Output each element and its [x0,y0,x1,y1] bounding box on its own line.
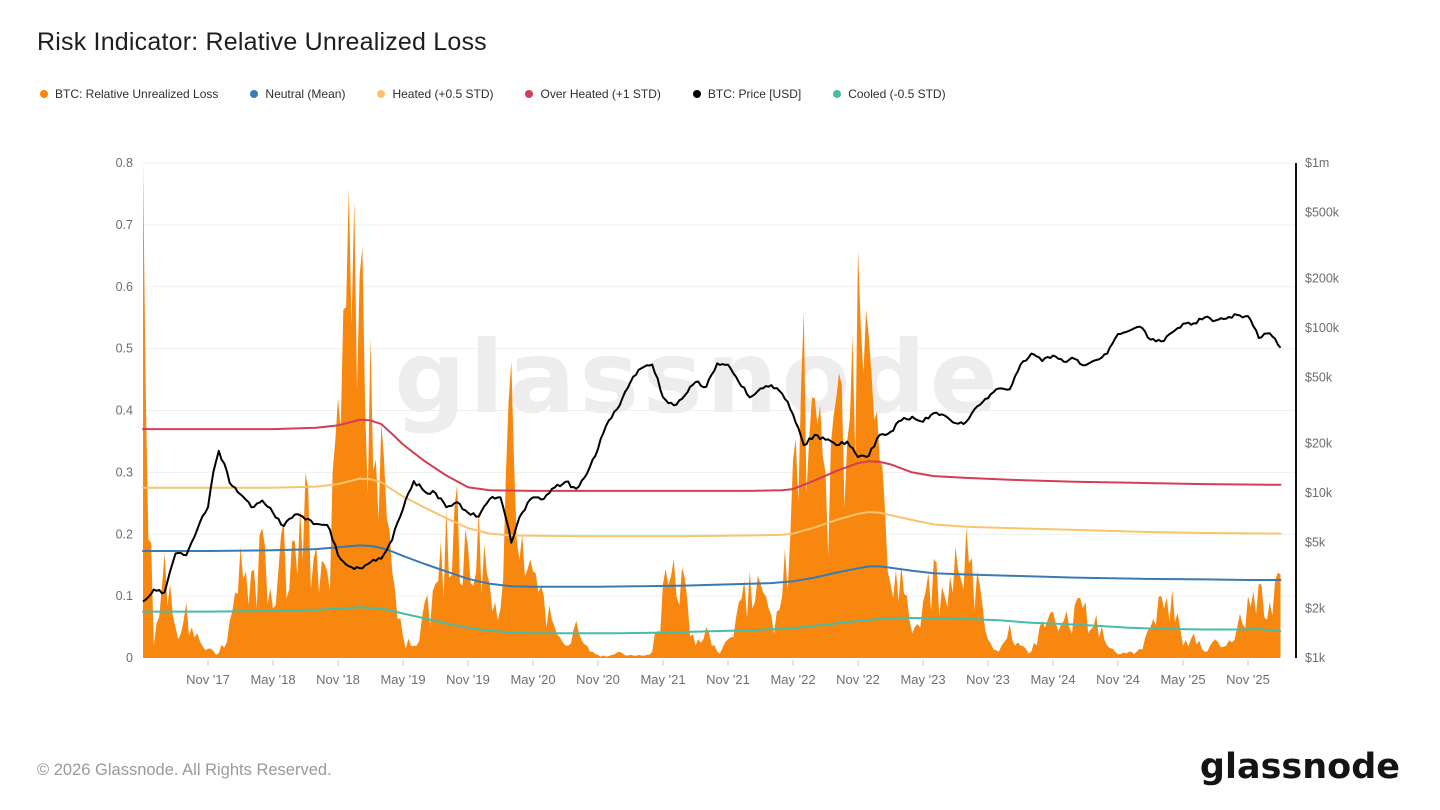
y-axis-left-label: 0.5 [116,342,133,356]
legend-item-5[interactable]: Cooled (-0.5 STD) [833,87,946,101]
x-axis-label: May '23 [900,672,945,687]
legend-item-2[interactable]: Heated (+0.5 STD) [377,87,493,101]
x-axis-label: May '18 [250,672,295,687]
y-axis-left-label: 0.6 [116,280,133,294]
legend-dot-icon [250,90,259,98]
price-line [142,313,1282,603]
x-axis-label: May '24 [1030,672,1075,687]
legend-item-1[interactable]: Neutral (Mean) [250,87,345,101]
x-axis-label: May '21 [640,672,685,687]
y-axis-right-label: $2k [1305,601,1326,615]
legend-dot-icon [525,90,534,98]
chart-legend: BTC: Relative Unrealized Loss Neutral (Me… [40,87,946,101]
y-axis-left-label: 0.1 [116,589,133,603]
y-axis-left-label: 0.2 [116,527,133,541]
legend-label: Cooled (-0.5 STD) [848,87,946,101]
x-axis-label: Nov '17 [186,672,230,687]
x-axis-label: May '20 [510,672,555,687]
legend-item-0[interactable]: BTC: Relative Unrealized Loss [40,87,218,101]
legend-dot-icon [40,90,48,98]
copyright-text: © 2026 Glassnode. All Rights Reserved. [37,761,332,779]
overheated-line [142,418,1282,492]
legend-label: Neutral (Mean) [265,87,346,101]
x-axis-label: May '25 [1160,672,1205,687]
neutral-line [142,544,1282,588]
legend-label: Over Heated (+1 STD) [540,87,661,101]
x-axis-label: Nov '20 [576,672,620,687]
glassnode-logo: glassnode [1199,747,1400,787]
y-axis-left-label: 0.8 [116,156,133,170]
cooled-line [142,606,1282,635]
legend-dot-icon [692,90,701,98]
page-title: Risk Indicator: Relative Unrealized Loss [37,28,487,56]
y-axis-left-label: 0.7 [116,218,133,232]
x-axis-label: May '19 [380,672,425,687]
legend-dot-icon [377,90,386,98]
x-axis-label: Nov '24 [1096,672,1140,687]
y-axis-right-label: $1m [1305,156,1329,170]
x-axis-label: Nov '18 [316,672,360,687]
legend-label: BTC: Relative Unrealized Loss [55,87,219,101]
x-axis-label: Nov '22 [836,672,880,687]
legend-label: Heated (+0.5 STD) [392,87,494,101]
x-axis-label: Nov '21 [706,672,750,687]
x-axis-label: Nov '19 [446,672,490,687]
unrealized-loss-area [143,163,1281,658]
y-axis-right-label: $50k [1305,371,1333,385]
legend-label: BTC: Price [USD] [707,87,802,101]
y-axis-right-label: $500k [1305,206,1340,220]
legend-item-3[interactable]: Over Heated (+1 STD) [525,87,661,101]
y-axis-left-label: 0.3 [116,465,133,479]
x-axis-label: May '22 [770,672,815,687]
y-axis-right-label: $20k [1305,436,1333,450]
legend-dot-icon [833,90,842,98]
legend-item-4[interactable]: BTC: Price [USD] [692,87,802,101]
y-axis-left-label: 0 [126,651,133,665]
x-axis-label: Nov '25 [1226,672,1270,687]
chart-canvas[interactable]: 0 0.1 0.2 0.3 0.4 0.5 0.6 0.7 0.8 $1m $500k $200k $1… [0,0,1440,740]
y-axis-right-label: $1k [1305,651,1326,665]
y-axis-right-label: $5k [1305,536,1326,550]
heated-line [142,477,1282,538]
y-axis-left-label: 0.4 [116,404,133,418]
x-axis-label: Nov '23 [966,672,1010,687]
y-axis-right-label: $200k [1305,271,1340,285]
y-axis-right-label: $100k [1305,321,1340,335]
y-axis-right-label: $10k [1305,486,1333,500]
